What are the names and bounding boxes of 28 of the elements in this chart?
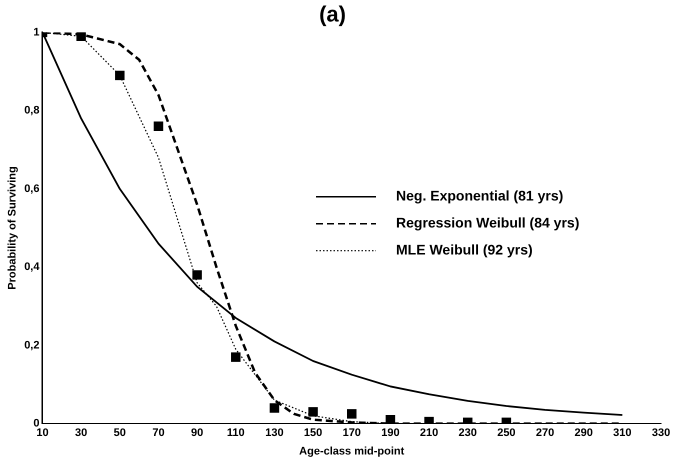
x-axis-title: Age-class mid-point [299,445,405,458]
chart-title: (a) [319,1,346,26]
y-tick-label: 0,6 [24,182,40,195]
y-axis-title: Probability of Surviving [6,166,19,290]
x-tick-label: 330 [652,427,670,440]
x-tick-label: 90 [190,427,204,440]
x-tick-label: 130 [265,427,284,440]
legend-label: Neg. Exponential (81 yrs) [396,188,564,204]
x-tick-label: 310 [613,427,632,440]
x-tick-label: 270 [536,427,554,440]
x-tick-label: 230 [458,427,477,440]
y-tick-label: 0,4 [24,261,40,274]
x-tick-label: 170 [342,427,361,440]
x-tick-label: 50 [114,427,126,440]
y-tick-label: 0,8 [24,104,40,117]
x-tick-label: 10 [36,427,49,440]
y-tick-label: 0,2 [24,339,40,352]
legend-label: MLE Weibull (92 yrs) [396,242,533,258]
x-tick-label: 110 [226,427,245,440]
legend-label: Regression Weibull (84 yrs) [396,214,580,231]
x-tick-label: 150 [304,427,322,440]
x-tick-label: 70 [152,427,165,440]
x-tick-label: 290 [574,427,593,440]
x-tick-label: 210 [420,427,438,440]
x-tick-label: 30 [75,427,88,440]
x-tick-label: 250 [497,427,516,440]
x-tick-label: 190 [381,427,400,440]
y-tick-label: 1 [33,26,40,38]
